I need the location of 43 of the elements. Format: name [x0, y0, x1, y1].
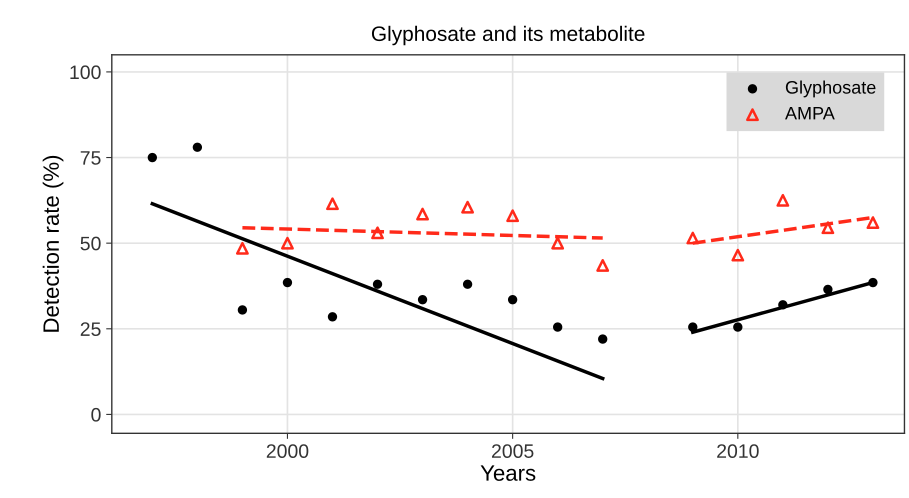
point: [326, 197, 339, 210]
y-tick-label: 50: [80, 236, 101, 250]
y-tick-label: 75: [80, 151, 101, 165]
point: [733, 322, 742, 332]
point: [238, 305, 248, 315]
point: [776, 194, 790, 207]
point: [598, 334, 608, 344]
point: [866, 216, 880, 230]
point: [553, 322, 562, 332]
point: [551, 236, 564, 250]
y-axis-title: Detection rate (%): [42, 156, 64, 332]
legend-label: AMPA: [785, 107, 835, 120]
x-tick-label: 2000: [266, 444, 308, 458]
point: [371, 226, 384, 240]
point: [821, 221, 834, 234]
point: [686, 232, 700, 244]
point: [416, 208, 429, 220]
point: [148, 152, 157, 162]
y-tick-label: 100: [70, 65, 101, 80]
y-tick-label: 25: [80, 322, 101, 336]
legend-label: Glyphosate: [786, 80, 876, 98]
y-tick-label: 0: [91, 408, 101, 422]
point: [823, 284, 833, 294]
point: [461, 200, 474, 214]
chart-title: Glyphosate and its metabolite: [372, 26, 644, 46]
point: [418, 295, 428, 304]
point: [508, 295, 518, 304]
point: [462, 280, 472, 289]
point: [282, 278, 292, 288]
point: [868, 278, 878, 288]
x-tick-label: 2010: [717, 444, 759, 458]
point: [596, 259, 610, 272]
point: [372, 280, 382, 289]
point: [506, 209, 520, 222]
x-tick-label: 2005: [492, 444, 534, 458]
x-axis-title: Years: [480, 465, 536, 481]
point: [778, 300, 788, 310]
point: [328, 312, 338, 322]
point: [688, 322, 698, 332]
point: [731, 248, 744, 262]
point: [281, 236, 294, 250]
point: [192, 142, 202, 152]
point: [236, 242, 249, 255]
